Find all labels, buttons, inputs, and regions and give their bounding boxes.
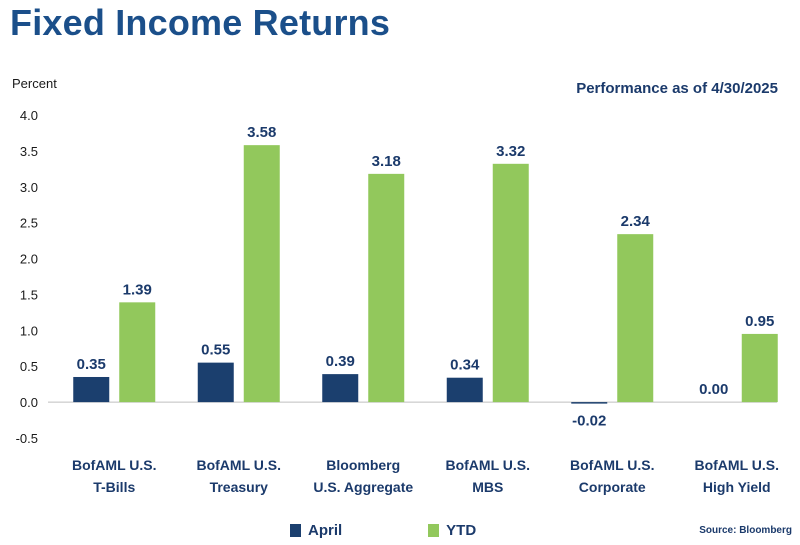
y-tick-label: 1.5 bbox=[20, 287, 38, 302]
y-tick-label: 4.0 bbox=[20, 108, 38, 123]
data-label-april: 0.35 bbox=[77, 356, 106, 373]
data-label-ytd: 3.18 bbox=[372, 153, 401, 170]
x-category-label: High Yield bbox=[703, 479, 771, 495]
y-tick-label: 0.5 bbox=[20, 359, 38, 374]
x-category-label: BofAML U.S. bbox=[694, 457, 779, 473]
bar-april-2 bbox=[322, 374, 359, 403]
bar-april-0 bbox=[73, 376, 110, 403]
bar-ytd-2 bbox=[368, 173, 405, 403]
bar-april-4 bbox=[571, 402, 608, 404]
data-label-ytd: 2.34 bbox=[621, 213, 651, 230]
data-label-ytd: 0.95 bbox=[745, 313, 774, 330]
x-category-label: T-Bills bbox=[93, 479, 135, 495]
x-category-label: BofAML U.S. bbox=[445, 457, 530, 473]
x-category-label: Bloomberg bbox=[326, 457, 400, 473]
legend-item-april: April bbox=[290, 522, 342, 539]
data-label-april: 0.34 bbox=[450, 357, 480, 374]
x-category-label: BofAML U.S. bbox=[196, 457, 281, 473]
data-label-ytd: 3.58 bbox=[247, 124, 276, 141]
x-category-label: BofAML U.S. bbox=[570, 457, 655, 473]
x-category-label: Corporate bbox=[579, 479, 646, 495]
data-label-ytd: 3.32 bbox=[496, 143, 525, 160]
data-label-april: 0.00 bbox=[699, 381, 728, 398]
bar-ytd-3 bbox=[492, 163, 529, 403]
y-tick-label: 2.5 bbox=[20, 216, 38, 231]
y-tick-label: 3.0 bbox=[20, 180, 38, 195]
data-label-ytd: 1.39 bbox=[123, 281, 152, 298]
chart-legend: April YTD bbox=[290, 522, 562, 539]
data-label-april: -0.02 bbox=[572, 413, 606, 430]
legend-swatch-april bbox=[290, 524, 301, 537]
x-category-label: BofAML U.S. bbox=[72, 457, 157, 473]
bar-ytd-5 bbox=[741, 333, 778, 403]
x-category-label: U.S. Aggregate bbox=[313, 479, 413, 495]
y-tick-label: -0.5 bbox=[16, 431, 38, 446]
y-tick-label: 1.0 bbox=[20, 323, 38, 338]
bar-ytd-4 bbox=[617, 234, 654, 403]
x-category-label: Treasury bbox=[210, 479, 269, 495]
legend-label-ytd: YTD bbox=[446, 522, 477, 539]
bar-april-3 bbox=[446, 377, 483, 403]
legend-label-april: April bbox=[308, 522, 343, 539]
chart-subtitle: Performance as of 4/30/2025 bbox=[576, 80, 778, 97]
x-category-label: MBS bbox=[472, 479, 503, 495]
y-axis-label: Percent bbox=[12, 76, 57, 91]
y-tick-label: 0.0 bbox=[20, 395, 38, 410]
data-label-april: 0.55 bbox=[201, 342, 230, 359]
y-tick-label: 3.5 bbox=[20, 144, 38, 159]
legend-swatch-ytd bbox=[428, 524, 440, 537]
page-title: Fixed Income Returns bbox=[10, 2, 391, 43]
y-tick-label: 2.0 bbox=[20, 252, 38, 267]
bar-ytd-1 bbox=[243, 145, 280, 403]
legend-item-ytd: YTD bbox=[428, 522, 476, 539]
bar-ytd-0 bbox=[119, 302, 156, 403]
source-note: Source: Bloomberg bbox=[699, 525, 792, 536]
data-label-april: 0.39 bbox=[326, 353, 355, 370]
bar-april-1 bbox=[197, 362, 234, 403]
